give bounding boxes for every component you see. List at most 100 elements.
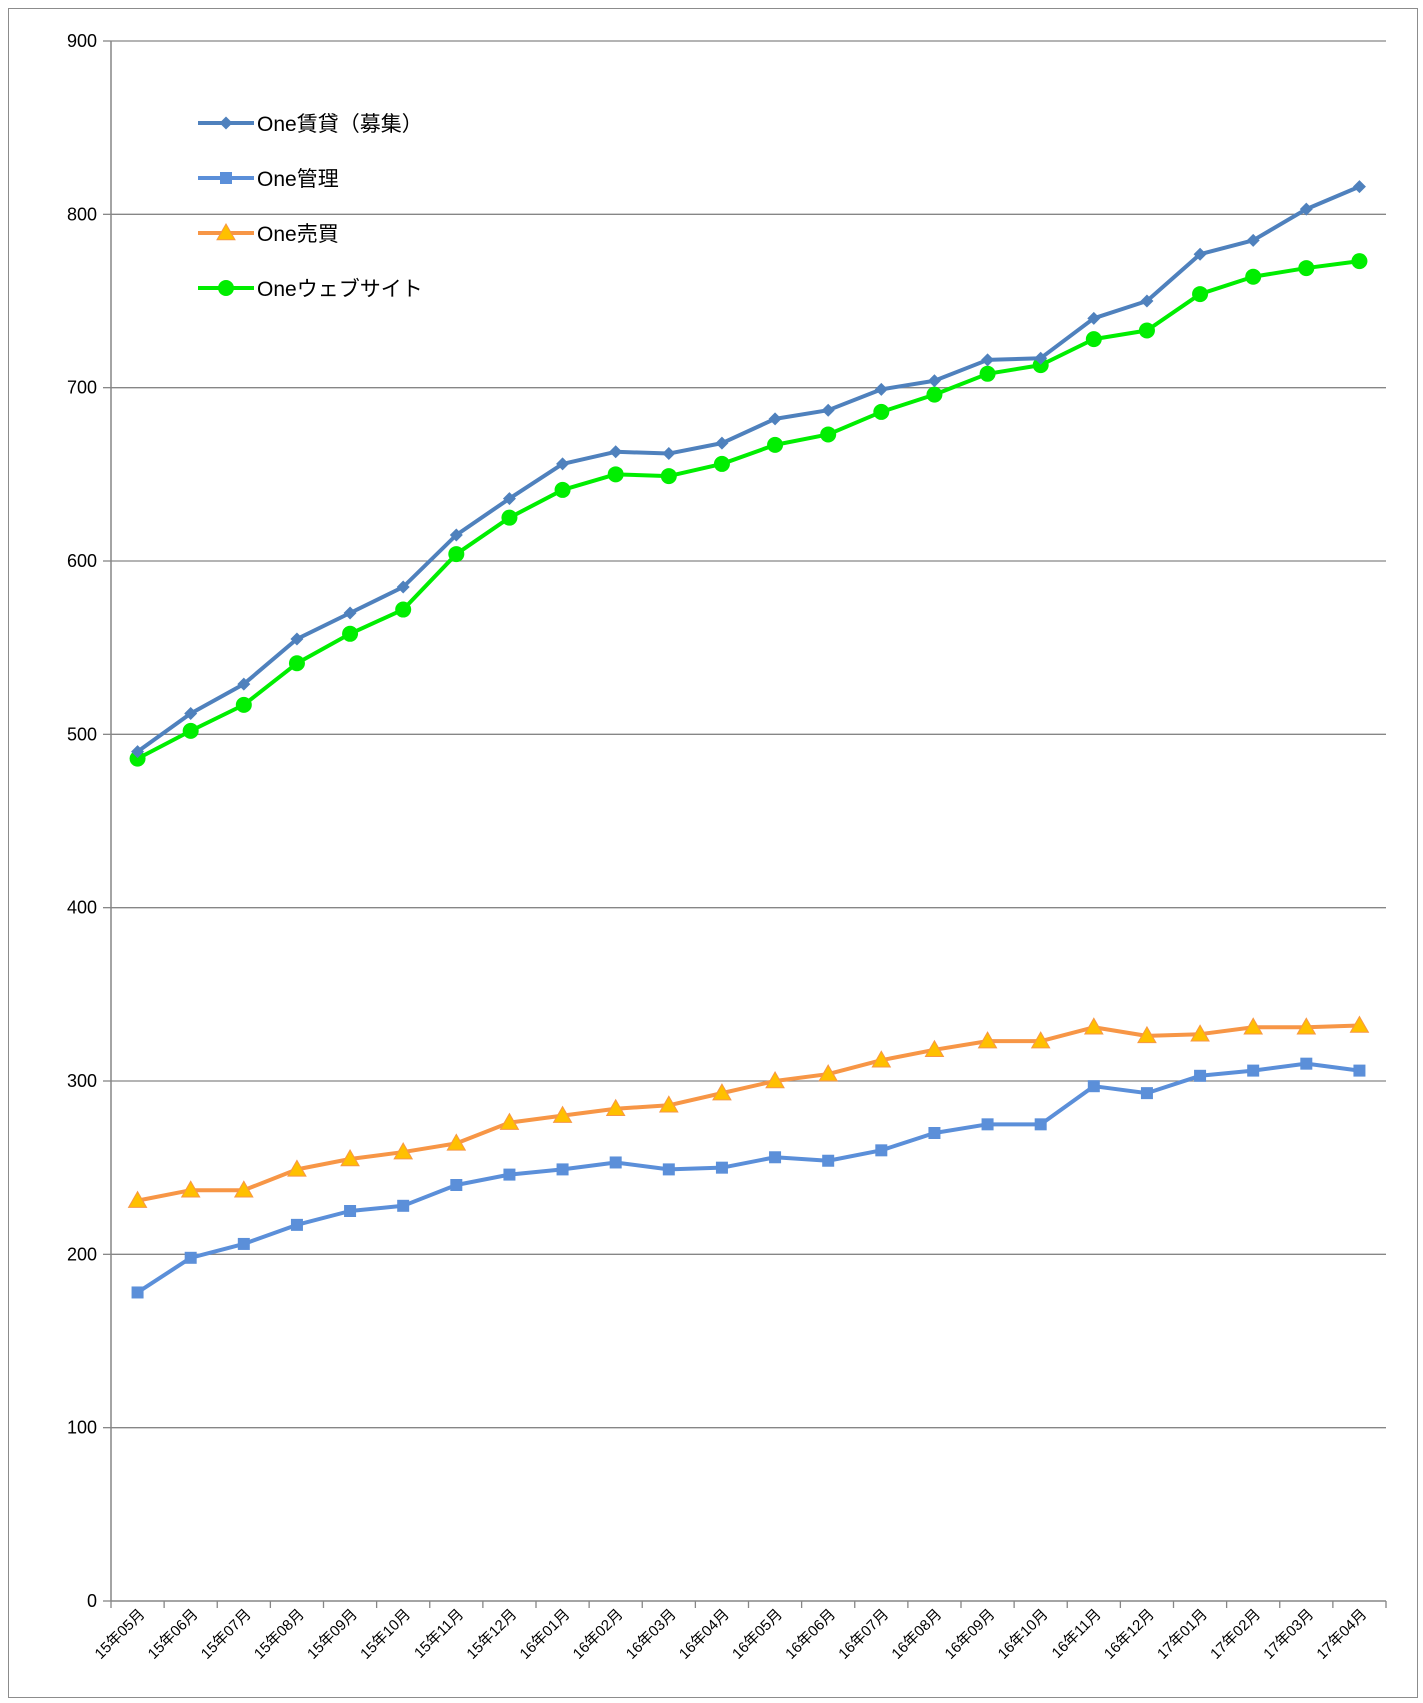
data-point [556, 1163, 569, 1176]
data-point [501, 509, 518, 526]
x-tick-label: 16年12月 [1101, 1606, 1158, 1663]
data-point [875, 1144, 888, 1157]
data-point [768, 412, 782, 426]
y-tick-label: 700 [67, 378, 97, 398]
data-point [554, 481, 571, 498]
data-point [287, 1159, 307, 1177]
data-point [822, 1154, 835, 1167]
x-tick-label: 16年09月 [942, 1606, 999, 1663]
data-point [237, 677, 251, 691]
data-point [765, 1070, 785, 1089]
data-point [927, 374, 941, 388]
data-point [1140, 294, 1154, 308]
data-point [233, 1180, 254, 1198]
x-tick-label: 17年04月 [1313, 1606, 1370, 1663]
y-tick-label: 0 [87, 1591, 97, 1611]
data-point [1138, 322, 1155, 339]
data-point [928, 1127, 941, 1139]
data-point [981, 353, 995, 367]
x-tick-label: 16年01月 [517, 1606, 574, 1663]
data-point [924, 1039, 945, 1058]
legend-label: One賃貸（募集） [257, 113, 423, 136]
x-tick-label: 15年08月 [251, 1606, 308, 1663]
axes [103, 40, 1387, 1608]
series-2 [127, 1015, 1370, 1208]
x-tick-label: 15年11月 [411, 1606, 467, 1662]
data-point [220, 172, 232, 184]
data-point [1032, 357, 1049, 374]
x-tick-label: 15年05月 [92, 1606, 149, 1663]
data-point [1246, 233, 1260, 247]
y-tick-label: 200 [67, 1244, 97, 1264]
data-point [607, 466, 624, 483]
legend: One賃貸（募集） One管理 One売買 Oneウェブサイト [198, 113, 423, 301]
data-point [1137, 1025, 1157, 1044]
x-tick-label: 15年09月 [304, 1606, 361, 1663]
series-line [136, 1061, 1360, 1295]
data-point [605, 1098, 626, 1116]
x-tick-label: 15年12月 [463, 1606, 520, 1663]
x-axis-ticks: 15年05月15年06月15年07月15年08月15年09月15年10月15年1… [92, 1606, 1371, 1663]
y-tick-label: 500 [67, 724, 97, 744]
x-tick-label: 15年07月 [198, 1606, 255, 1663]
legend-label: One売買 [257, 223, 339, 246]
series-0 [131, 180, 1366, 759]
data-point [1353, 1064, 1366, 1077]
x-tick-label: 16年05月 [729, 1606, 786, 1663]
y-axis-ticks: 0 100 200 300 400 500 600 700 800 900 [67, 31, 97, 1611]
x-tick-label: 16年08月 [888, 1606, 945, 1663]
data-point [344, 1205, 357, 1217]
legend-label: One管理 [257, 168, 339, 191]
data-point [715, 1161, 728, 1174]
x-tick-label: 16年04月 [676, 1606, 733, 1663]
data-point [448, 546, 465, 563]
data-point [1140, 1087, 1153, 1100]
x-tick-label: 17年02月 [1207, 1606, 1264, 1663]
x-tick-label: 17年03月 [1260, 1606, 1317, 1663]
data-point [662, 447, 676, 461]
series-group [127, 180, 1370, 1299]
x-tick-label: 16年02月 [570, 1606, 627, 1663]
data-point [1190, 1024, 1210, 1042]
series-line [137, 1023, 1360, 1203]
y-tick-label: 400 [67, 898, 97, 918]
data-point [288, 655, 305, 672]
data-point [129, 750, 146, 767]
data-point [290, 632, 304, 646]
data-point [235, 696, 252, 713]
data-point [821, 403, 835, 417]
data-point [1300, 1057, 1313, 1070]
data-point [1085, 331, 1102, 348]
y-tick-label: 100 [67, 1418, 97, 1438]
data-point [1243, 1017, 1264, 1035]
series-1 [131, 1057, 1366, 1299]
y-tick-label: 600 [67, 551, 97, 571]
data-point [216, 222, 236, 241]
data-point [871, 1050, 892, 1068]
data-point [820, 426, 837, 443]
data-point [873, 403, 890, 420]
data-point [662, 1163, 675, 1176]
data-point [767, 436, 784, 453]
data-point [660, 468, 677, 485]
y-tick-label: 900 [67, 31, 97, 51]
x-tick-label: 15年10月 [357, 1606, 414, 1663]
data-point [1087, 1080, 1100, 1093]
data-point [499, 1112, 520, 1130]
data-point [237, 1237, 250, 1250]
data-point [502, 492, 516, 506]
gridlines [111, 40, 1386, 1429]
data-point [395, 601, 412, 618]
data-point [131, 1286, 144, 1299]
legend-entry: One売買 [198, 222, 339, 246]
data-point [219, 116, 233, 130]
data-point [180, 1180, 201, 1198]
data-point [926, 386, 943, 403]
x-tick-label: 16年06月 [782, 1606, 839, 1663]
legend-entry: Oneウェブサイト [198, 278, 423, 301]
x-tick-label: 16年10月 [995, 1606, 1052, 1663]
y-tick-label: 300 [67, 1071, 97, 1091]
data-point [449, 528, 463, 542]
data-point [290, 1218, 303, 1231]
